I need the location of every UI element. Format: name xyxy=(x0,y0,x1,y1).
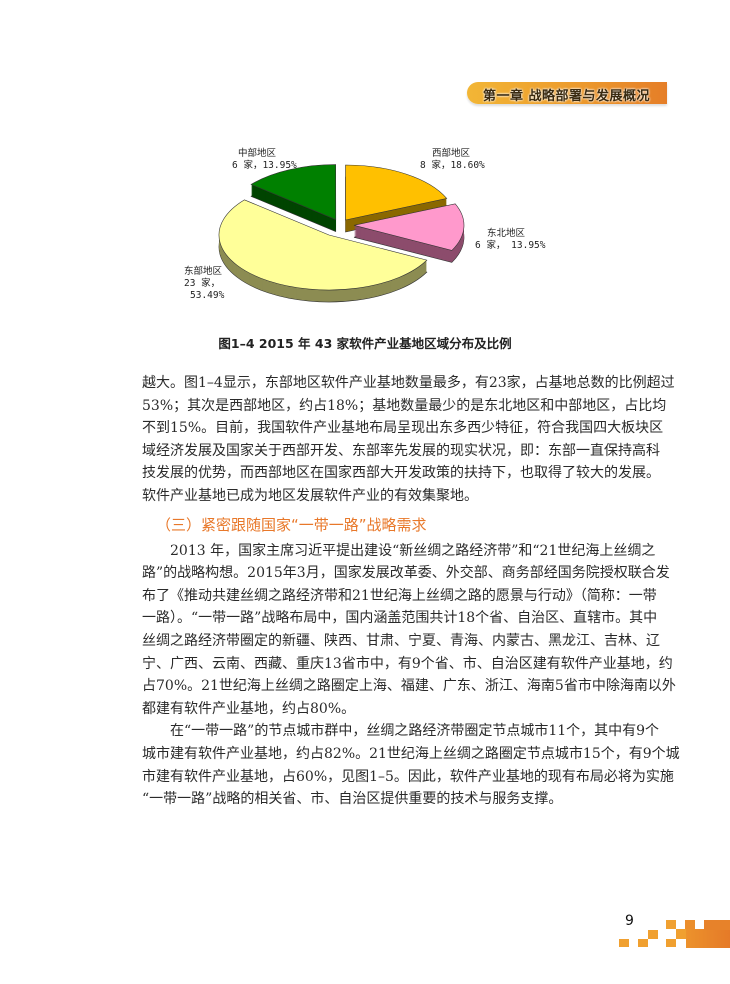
text-line: 占70%。21世纪海上丝绸之路圈定上海、福建、广东、浙江、海南5省市中除海南以外 xyxy=(142,678,676,695)
pie-chart xyxy=(218,164,465,303)
label-east-detail: 23 家， xyxy=(184,278,221,289)
pie-slice-top xyxy=(250,164,337,221)
text-line: 都建有软件产业基地，约占80%。 xyxy=(142,700,356,717)
chapter-title: 第一章 战略部署与发展概况 xyxy=(483,89,651,104)
text-line: “一带一路”战略的相关省、市、自治区提供重要的技术与服务支撑。 xyxy=(142,791,563,808)
label-northeast-name: 东北地区 xyxy=(487,228,526,239)
text-line: 丝绸之路经济带圈定的新疆、陕西、甘肃、宁夏、青海、内蒙古、黑龙江、吉林、辽 xyxy=(142,632,660,649)
label-west-detail: 8 家，18.60% xyxy=(420,160,485,171)
text-line: 市建有软件产业基地，占60%，见图1–5。因此，软件产业基地的现有布局必将为实施 xyxy=(142,768,674,785)
text-line: 布了《推动共建丝绸之路经济带和21世纪海上丝绸之路的愿景与行动》（简称：一带 xyxy=(142,587,657,604)
text-line: 技发展的优势，而西部地区在国家西部大开发政策的扶持下，也取得了较大的发展。 xyxy=(142,465,660,482)
deco-block xyxy=(704,920,730,930)
label-west-name: 西部地区 xyxy=(432,148,471,159)
body-text: 越大。图1–4显示，东部地区软件产业基地数量最多，有23家，占基地总数的比例超过… xyxy=(142,372,680,811)
text-line: 路”的战略构想。2015年3月，国家发展改革委、外交部、商务部经国务院授权联合发 xyxy=(142,565,670,582)
text-line: 53%；其次是西部地区，约占18%；基地数量最少的是东北地区和中部地区，占比均 xyxy=(142,397,667,414)
deco-square xyxy=(676,929,686,939)
pie-slice-central xyxy=(250,164,337,233)
text-line: 一路）。“一带一路”战略布局中，国内涵盖范围共计18个省、自治区、直辖市。其中 xyxy=(142,610,658,627)
label-central-name: 中部地区 xyxy=(238,148,277,159)
chapter-header-bar: 第一章 战略部署与发展概况 xyxy=(467,82,667,104)
deco-square xyxy=(648,930,658,939)
deco-square xyxy=(685,920,695,929)
text-line: 城市建有软件产业基地，约占82%。21世纪海上丝绸之路圈定节点城市15个，有9个… xyxy=(142,745,680,762)
deco-square xyxy=(666,939,676,947)
text-line: 越大。图1–4显示，东部地区软件产业基地数量最多，有23家，占基地总数的比例超过 xyxy=(142,375,675,391)
text-line: 软件产业基地已成为地区发展软件产业的有效集聚地。 xyxy=(142,487,478,504)
pie-slice-west xyxy=(345,164,448,233)
deco-square xyxy=(666,920,676,929)
text-line: 不到15%。目前，我国软件产业基地布局呈现出东多西少特征，符合我国四大板块区 xyxy=(142,420,664,437)
label-east-percent: 53.49% xyxy=(190,290,225,301)
label-central: 中部地区 6 家，13.95% xyxy=(232,148,297,172)
pie-slice-top xyxy=(345,164,448,221)
pie-slice-northeast xyxy=(353,203,465,263)
text-line: 域经济发展及国家关于西部开发、东部率先发展的现实状况，即：东部一直保持高科 xyxy=(142,442,660,459)
paragraph-1: 越大。图1–4显示，东部地区软件产业基地数量最多，有23家，占基地总数的比例超过… xyxy=(142,372,675,508)
label-west: 西部地区 8 家，18.60% xyxy=(420,148,485,172)
text-line: 宁、广西、云南、西藏、重庆13省市中，有9个省、市、自治区建有软件产业基地，约 xyxy=(142,655,673,672)
label-central-detail: 6 家，13.95% xyxy=(232,160,297,171)
paragraph-2: 2013 年，国家主席习近平提出建设“新丝绸之路经济带”和“21世纪海上丝绸之路… xyxy=(142,540,676,721)
text-line: 在“一带一路”的节点城市群中，丝绸之路经济带圈定节点城市11个，其中有9个 xyxy=(170,723,660,740)
pie-slice-east xyxy=(218,199,428,303)
pie-slice-top xyxy=(218,199,428,291)
label-northeast-detail: 6 家， 13.95% xyxy=(475,240,546,251)
deco-square xyxy=(638,939,648,947)
section-heading: （三）紧密跟随国家“一带一路”战略需求 xyxy=(156,515,427,534)
paragraph-3: 在“一带一路”的节点城市群中，丝绸之路经济带圈定节点城市11个，其中有9个城市建… xyxy=(142,720,680,810)
figure-caption: 图1–4 2015 年 43 家软件产业基地区域分布及比例 xyxy=(218,336,512,351)
label-east-name: 东部地区 xyxy=(184,266,223,277)
deco-square xyxy=(619,939,629,947)
text-line: 2013 年，国家主席习近平提出建设“新丝绸之路经济带”和“21世纪海上丝绸之 xyxy=(170,542,656,559)
label-east: 东部地区 23 家， 53.49% xyxy=(184,266,224,302)
deco-block xyxy=(686,929,730,948)
pie-slice-top xyxy=(353,203,465,251)
label-northeast: 东北地区 6 家， 13.95% xyxy=(475,228,545,252)
page-number: 9 xyxy=(625,913,634,929)
